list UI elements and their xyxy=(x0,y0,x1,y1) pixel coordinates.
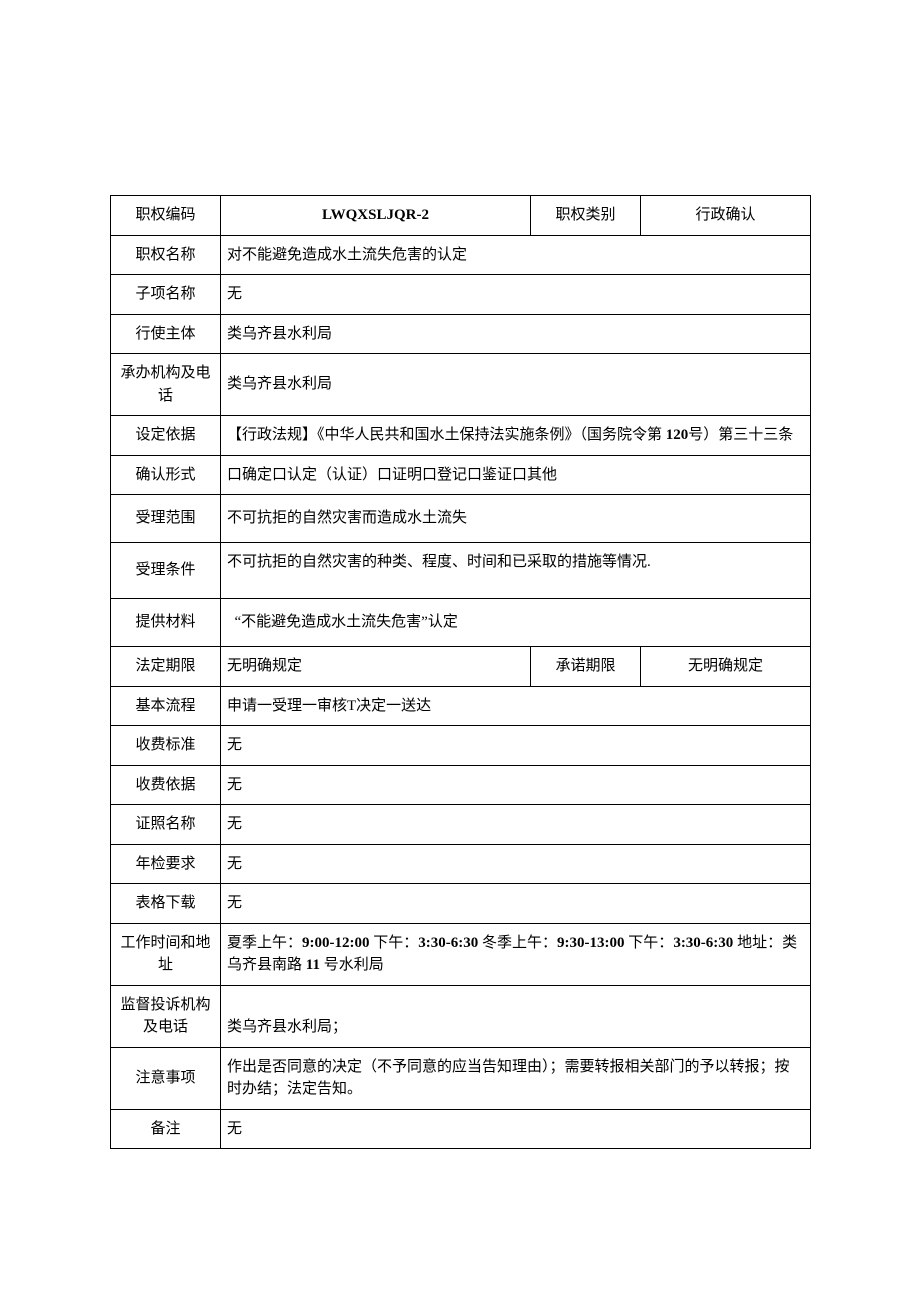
worktime-t1: 9:00-12:00 xyxy=(302,935,370,951)
table-row: 职权名称 对不能避免造成水土流失危害的认定 xyxy=(111,235,811,275)
complaint-value: 类乌齐县水利局； xyxy=(221,985,811,1047)
basis-label: 设定依据 xyxy=(111,416,221,456)
table-row: 受理条件 不可抗拒的自然灾害的种类、程度、时间和已采取的措施等情况. xyxy=(111,543,811,599)
table-row: 行使主体 类乌齐县水利局 xyxy=(111,314,811,354)
authority-table: 职权编码 LWQXSLJQR-2 职权类别 行政确认 职权名称 对不能避免造成水… xyxy=(110,195,811,1149)
table-row: 职权编码 LWQXSLJQR-2 职权类别 行政确认 xyxy=(111,196,811,236)
annual-label: 年检要求 xyxy=(111,844,221,884)
basis-value: 【行政法规】《中华人民共和国水土保持法实施条例》（国务院令第 120号）第三十三… xyxy=(221,416,811,456)
table-row: 年检要求 无 xyxy=(111,844,811,884)
notes-label: 注意事项 xyxy=(111,1047,221,1109)
fee-basis-value: 无 xyxy=(221,765,811,805)
remark-label: 备注 xyxy=(111,1109,221,1149)
worktime-t3: 9:30-13:00 xyxy=(557,935,625,951)
table-row: 确认形式 口确定口认定（认证）口证明口登记口鉴证口其他 xyxy=(111,455,811,495)
worktime-value: 夏季上午：9:00-12:00 下午：3:30-6:30 冬季上午：9:30-1… xyxy=(221,923,811,985)
table-row: 法定期限 无明确规定 承诺期限 无明确规定 xyxy=(111,647,811,687)
legal-period-label: 法定期限 xyxy=(111,647,221,687)
agency-value: 类乌齐县水利局 xyxy=(221,354,811,416)
download-label: 表格下载 xyxy=(111,884,221,924)
table-row: 基本流程 申请一受理一审核T决定一送达 xyxy=(111,686,811,726)
conditions-label: 受理条件 xyxy=(111,543,221,599)
table-row: 监督投诉机构及电话 类乌齐县水利局； xyxy=(111,985,811,1047)
subject-value: 类乌齐县水利局 xyxy=(221,314,811,354)
complaint-label: 监督投诉机构及电话 xyxy=(111,985,221,1047)
code-value: LWQXSLJQR-2 xyxy=(221,196,531,236)
scope-label: 受理范围 xyxy=(111,495,221,543)
table-row: 受理范围 不可抗拒的自然灾害而造成水土流失 xyxy=(111,495,811,543)
worktime-addr-num: 11 xyxy=(306,957,320,973)
table-row: 证照名称 无 xyxy=(111,805,811,845)
promise-label: 承诺期限 xyxy=(531,647,641,687)
form-table: 职权编码 LWQXSLJQR-2 职权类别 行政确认 职权名称 对不能避免造成水… xyxy=(110,195,810,1149)
materials-label: 提供材料 xyxy=(111,599,221,647)
worktime-t4: 3:30-6:30 xyxy=(673,935,733,951)
subject-label: 行使主体 xyxy=(111,314,221,354)
promise-value: 无明确规定 xyxy=(641,647,811,687)
table-row: 注意事项 作出是否同意的决定（不予同意的应当告知理由）；需要转报相关部门的予以转… xyxy=(111,1047,811,1109)
fee-standard-value: 无 xyxy=(221,726,811,766)
notes-value: 作出是否同意的决定（不予同意的应当告知理由）；需要转报相关部门的予以转报；按时办… xyxy=(221,1047,811,1109)
name-label: 职权名称 xyxy=(111,235,221,275)
name-value: 对不能避免造成水土流失危害的认定 xyxy=(221,235,811,275)
worktime-addr-suffix: 号水利局 xyxy=(320,957,384,973)
table-row: 备注 无 xyxy=(111,1109,811,1149)
form-value: 口确定口认定（认证）口证明口登记口鉴证口其他 xyxy=(221,455,811,495)
worktime-prefix: 夏季上午： xyxy=(227,935,302,951)
table-row: 表格下载 无 xyxy=(111,884,811,924)
code-label: 职权编码 xyxy=(111,196,221,236)
scope-value: 不可抗拒的自然灾害而造成水土流失 xyxy=(221,495,811,543)
table-row: 工作时间和地址 夏季上午：9:00-12:00 下午：3:30-6:30 冬季上… xyxy=(111,923,811,985)
fee-basis-label: 收费依据 xyxy=(111,765,221,805)
table-row: 提供材料 “不能避免造成水土流失危害”认定 xyxy=(111,599,811,647)
conditions-value: 不可抗拒的自然灾害的种类、程度、时间和已采取的措施等情况. xyxy=(221,543,811,599)
worktime-t2: 3:30-6:30 xyxy=(418,935,478,951)
form-label: 确认形式 xyxy=(111,455,221,495)
category-label: 职权类别 xyxy=(531,196,641,236)
table-row: 收费标准 无 xyxy=(111,726,811,766)
table-row: 承办机构及电话 类乌齐县水利局 xyxy=(111,354,811,416)
annual-value: 无 xyxy=(221,844,811,884)
legal-period-value: 无明确规定 xyxy=(221,647,531,687)
cert-name-value: 无 xyxy=(221,805,811,845)
fee-standard-label: 收费标准 xyxy=(111,726,221,766)
table-row: 收费依据 无 xyxy=(111,765,811,805)
basis-text: 【行政法规】《中华人民共和国水土保持法实施条例》（国务院令第 120号）第三十三… xyxy=(227,427,793,443)
worktime-label: 工作时间和地址 xyxy=(111,923,221,985)
cert-name-label: 证照名称 xyxy=(111,805,221,845)
subitem-label: 子项名称 xyxy=(111,275,221,315)
materials-value: “不能避免造成水土流失危害”认定 xyxy=(221,599,811,647)
table-row: 设定依据 【行政法规】《中华人民共和国水土保持法实施条例》（国务院令第 120号… xyxy=(111,416,811,456)
category-value: 行政确认 xyxy=(641,196,811,236)
worktime-m2: 冬季上午： xyxy=(478,935,557,951)
process-label: 基本流程 xyxy=(111,686,221,726)
agency-label: 承办机构及电话 xyxy=(111,354,221,416)
worktime-m1: 下午： xyxy=(370,935,419,951)
subitem-value: 无 xyxy=(221,275,811,315)
remark-value: 无 xyxy=(221,1109,811,1149)
worktime-m3: 下午： xyxy=(625,935,674,951)
table-row: 子项名称 无 xyxy=(111,275,811,315)
process-value: 申请一受理一审核T决定一送达 xyxy=(221,686,811,726)
download-value: 无 xyxy=(221,884,811,924)
